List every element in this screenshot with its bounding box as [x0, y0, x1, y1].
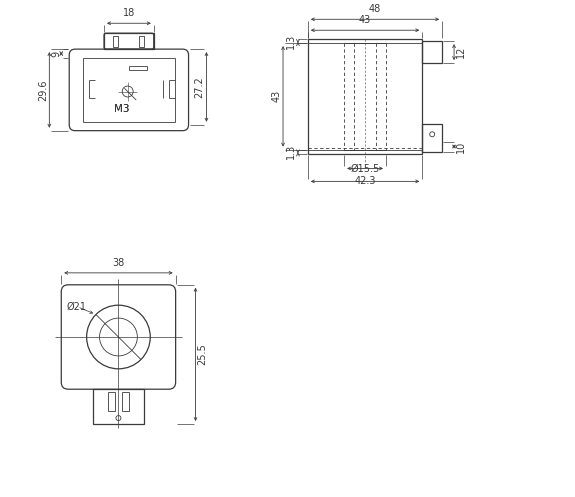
- Text: 27.2: 27.2: [194, 76, 205, 98]
- Text: 12: 12: [456, 46, 466, 58]
- Text: M3: M3: [114, 104, 129, 114]
- Text: 29.6: 29.6: [39, 79, 48, 100]
- Text: 18: 18: [123, 8, 135, 18]
- Text: 9: 9: [51, 51, 62, 57]
- Text: 10: 10: [456, 141, 466, 153]
- Text: 43: 43: [359, 15, 371, 25]
- Text: 25.5: 25.5: [197, 343, 208, 365]
- Text: Ø15.5: Ø15.5: [350, 164, 380, 173]
- Bar: [104, 33, 154, 49]
- Bar: [93, 389, 144, 424]
- Bar: [83, 58, 175, 122]
- Text: 43: 43: [272, 90, 282, 102]
- Text: Ø21: Ø21: [66, 302, 86, 312]
- Bar: [139, 36, 144, 47]
- Bar: [108, 392, 115, 411]
- Bar: [422, 124, 442, 152]
- Text: M3: M3: [114, 104, 129, 114]
- Bar: [122, 392, 129, 411]
- Text: 48: 48: [369, 4, 381, 14]
- Bar: [113, 36, 118, 47]
- Text: 1.3: 1.3: [286, 33, 296, 49]
- Bar: [308, 39, 422, 154]
- Bar: [422, 41, 442, 63]
- Text: 1.3: 1.3: [286, 144, 296, 159]
- Text: 38: 38: [112, 258, 125, 268]
- Text: 42.3: 42.3: [354, 176, 376, 186]
